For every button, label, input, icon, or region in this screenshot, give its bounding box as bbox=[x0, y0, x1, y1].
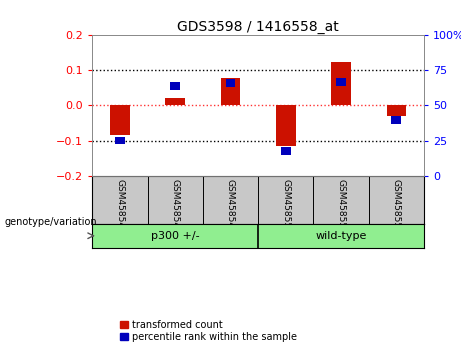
Bar bbox=[276, 105, 296, 146]
Text: genotype/variation: genotype/variation bbox=[5, 217, 97, 227]
Bar bbox=[115, 137, 125, 144]
Bar bbox=[336, 78, 346, 86]
Text: p300 +/-: p300 +/- bbox=[151, 231, 200, 241]
Bar bbox=[331, 62, 351, 105]
Bar bbox=[391, 116, 402, 124]
Text: GSM458547: GSM458547 bbox=[115, 179, 124, 234]
Text: GSM458548: GSM458548 bbox=[171, 179, 180, 234]
Bar bbox=[225, 79, 236, 86]
Text: wild-type: wild-type bbox=[315, 231, 367, 241]
Title: GDS3598 / 1416558_at: GDS3598 / 1416558_at bbox=[177, 21, 339, 34]
Text: GSM458552: GSM458552 bbox=[392, 179, 401, 234]
Text: GSM458550: GSM458550 bbox=[281, 179, 290, 234]
Bar bbox=[221, 78, 240, 105]
Text: GSM458549: GSM458549 bbox=[226, 179, 235, 234]
Text: GSM458551: GSM458551 bbox=[337, 179, 346, 234]
Bar bbox=[170, 82, 180, 90]
Bar bbox=[281, 147, 291, 155]
Bar bbox=[387, 105, 406, 116]
Bar bbox=[110, 105, 130, 135]
Bar bbox=[165, 98, 185, 105]
Legend: transformed count, percentile rank within the sample: transformed count, percentile rank withi… bbox=[120, 320, 297, 342]
